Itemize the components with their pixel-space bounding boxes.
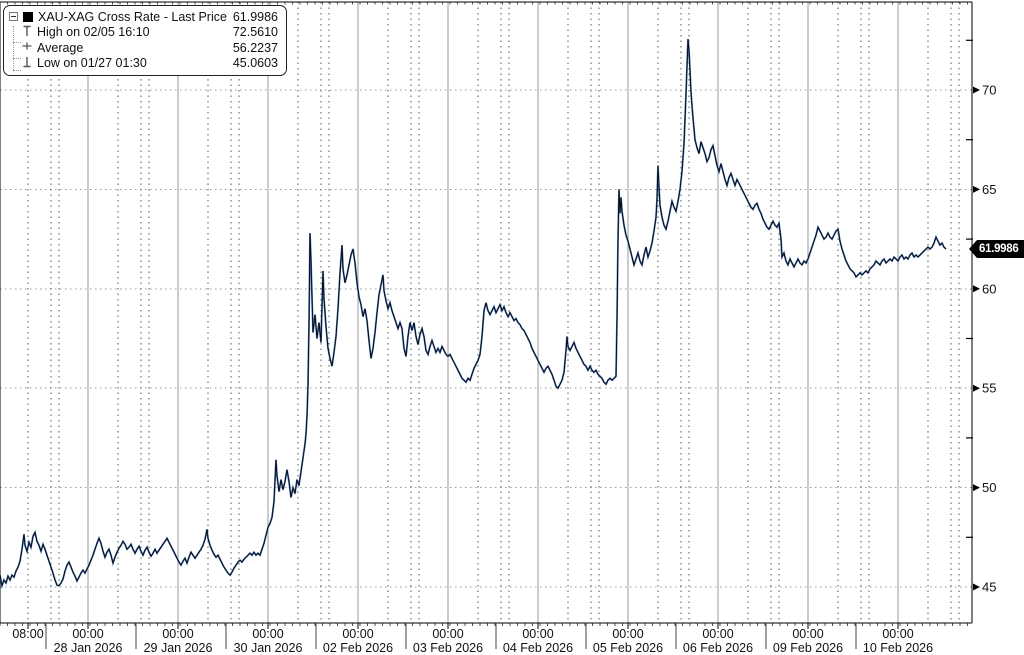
- day-boundary-lines: [87, 2, 899, 623]
- axis-ticks: [0, 2, 973, 649]
- x-axis-time-label: 00:00: [72, 627, 103, 641]
- tree-toggle-icon[interactable]: [9, 12, 18, 22]
- x-axis-date-label: 03 Feb 2026: [413, 641, 483, 655]
- y-axis-tick-label: 65: [982, 182, 996, 197]
- average-value: 56.2237: [232, 40, 278, 55]
- average-label: Average: [37, 40, 84, 55]
- legend-row-high[interactable]: High on 02/05 16:10 72.5610: [9, 25, 278, 41]
- x-axis-date-label: 29 Jan 2026: [144, 641, 213, 655]
- x-axis-time-label: 00:00: [702, 627, 733, 641]
- x-axis-date-label: 30 Jan 2026: [234, 641, 303, 655]
- x-axis-time-label: 08:00: [12, 627, 43, 641]
- y-axis-tick-label: 45: [982, 580, 996, 595]
- legend-row-average[interactable]: Average 56.2237: [9, 40, 278, 56]
- legend-row-last-price[interactable]: XAU-XAG Cross Rate - Last Price 61.9986: [9, 9, 278, 25]
- x-axis-date-label: 02 Feb 2026: [323, 641, 393, 655]
- low-value: 45.0603: [232, 56, 278, 71]
- x-axis-time-label: 00:00: [792, 627, 823, 641]
- low-label: Low on 01/27 01:30: [37, 56, 147, 71]
- x-axis-date-label: 10 Feb 2026: [863, 641, 933, 655]
- last-price-tag: 61.9986: [969, 240, 1024, 258]
- x-axis-date-label: 04 Feb 2026: [503, 641, 573, 655]
- x-axis-time-label: 00:00: [342, 627, 373, 641]
- high-label: High on 02/05 16:10: [37, 25, 150, 40]
- y-axis-tick-label: 50: [982, 480, 996, 495]
- y-axis-labels: 45 50 55 60 65 70: [973, 83, 996, 595]
- average-marker-icon: [22, 40, 32, 55]
- x-axis-time-label: 00:00: [432, 627, 463, 641]
- price-line-blue: [0, 39, 947, 590]
- legend[interactable]: XAU-XAG Cross Rate - Last Price 61.9986 …: [3, 5, 287, 76]
- intraday-gridlines: [27, 2, 960, 623]
- plot-border: [0, 1, 973, 624]
- low-marker-icon: [22, 56, 32, 71]
- y-axis-tick-label: 70: [982, 83, 996, 98]
- x-axis-date-label: 09 Feb 2026: [773, 641, 843, 655]
- x-axis-time-label: 00:00: [882, 627, 913, 641]
- x-axis-date-label: 05 Feb 2026: [593, 641, 663, 655]
- series-label: XAU-XAG Cross Rate - Last Price: [38, 9, 227, 24]
- last-price-value: 61.9986: [232, 9, 278, 24]
- x-axis-date-label: 06 Feb 2026: [683, 641, 753, 655]
- y-axis-tick-label: 55: [982, 381, 996, 396]
- y-axis-tick-label: 60: [982, 281, 996, 296]
- y-gridlines: [0, 89, 972, 588]
- x-axis-time-label: 00:00: [252, 627, 283, 641]
- x-axis-time-label: 00:00: [612, 627, 643, 641]
- x-axis-date-label: 28 Jan 2026: [54, 641, 123, 655]
- x-axis-time-label: 00:00: [162, 627, 193, 641]
- price-line-black: [0, 39, 947, 588]
- high-marker-icon: [22, 25, 32, 40]
- x-axis-time-label: 00:00: [522, 627, 553, 641]
- series-swatch-icon: [23, 11, 33, 22]
- legend-tree-rail: [13, 26, 14, 70]
- high-value: 72.5610: [232, 25, 278, 40]
- legend-row-low[interactable]: Low on 01/27 01:30 45.0603: [9, 56, 278, 72]
